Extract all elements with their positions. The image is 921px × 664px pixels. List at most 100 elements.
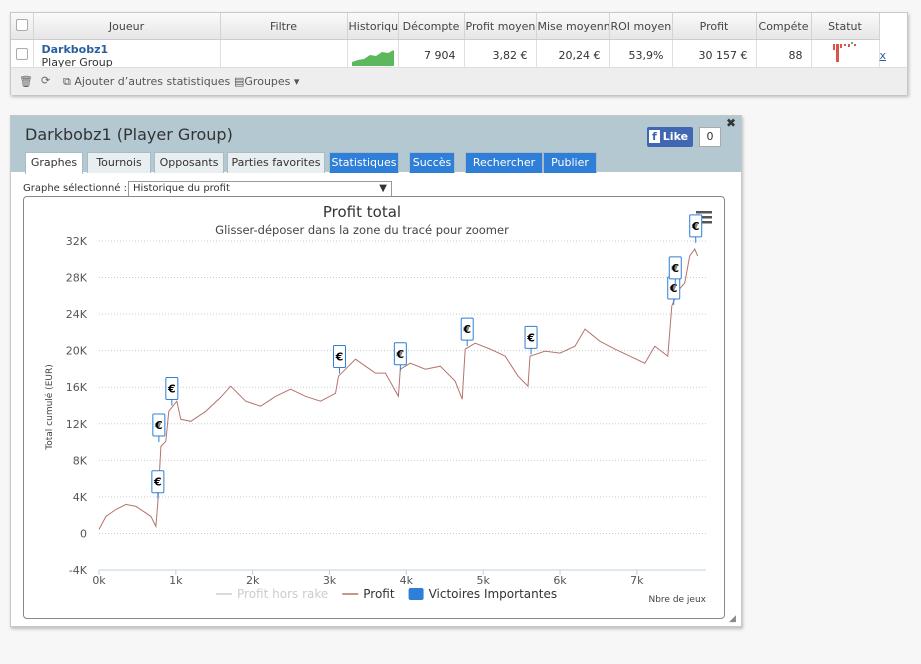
cell: 30 157 € [672,39,757,71]
close-button[interactable]: ✖ [726,116,737,130]
flag: € [151,470,165,499]
x-tick-label: 5k [476,574,490,587]
row-checkbox[interactable] [11,39,34,71]
flag-box [460,317,474,341]
x-tick-label: 1k [169,574,183,587]
status-cell [811,39,880,71]
column-header[interactable]: Décompte [398,13,465,40]
graph-label: Graphe sélectionné : [23,183,127,194]
x-tick-label: 0k [92,574,106,587]
panel-header: Darkbobz1 (Player Group) f Like 0 ✖ Graph… [11,116,741,174]
flag: € [524,325,538,355]
x-tick-label: 2k [246,574,260,587]
legend-label[interactable]: Victoires Importantes [429,587,558,601]
y-tick-label: 24K [66,308,88,321]
select-all[interactable] [11,13,34,40]
tab[interactable]: Parties favorites [227,152,325,173]
add-stats[interactable]: ⧉ Ajouter d’autres statistiques [63,75,231,88]
column-header[interactable]: Profit moyen [464,13,537,40]
player-table: Joueur Filtre Historiqu Décompte Profit … [11,13,886,71]
flag: € [332,345,346,374]
tab[interactable]: Graphes [25,152,83,174]
column-header[interactable]: Mise moyenn [536,13,610,40]
chart-title: Profit total [323,203,401,221]
player-row: Darkbobz1 Player Group 7 904 3,82 € 20,2… [11,39,886,71]
graph-select-text[interactable]: Historique du profit [133,183,230,194]
delete-icon[interactable]: 🗑 [19,75,33,88]
tab[interactable]: Publier [543,152,597,173]
y-tick-label: 20K [66,345,88,358]
status-sparkline [832,42,856,62]
flag: € [667,276,681,305]
y-tick-label: 12K [66,418,88,431]
groups-text[interactable]: Groupes [244,75,291,88]
y-tick-label: 28K [66,272,88,285]
resize-grip[interactable]: ◢ [729,614,736,624]
x-tick-label: 7k [630,574,644,587]
menu-button[interactable] [696,211,712,224]
flag-box [151,470,165,494]
flag-label: € [670,262,679,275]
flag-label: € [526,331,535,344]
column-header[interactable]: Profit [672,13,757,40]
tab-text[interactable]: Parties favorites [231,156,321,169]
cell: 7 904 [398,39,465,71]
flag: € [460,317,474,347]
flag-box [332,345,346,369]
y-tick-label: -4K [69,564,88,577]
y-tick-label: 32K [66,235,88,248]
tab[interactable]: Opposants [154,152,224,173]
player-table-box: Joueur Filtre Historiqu Décompte Profit … [10,12,908,95]
flag-box [165,377,179,400]
flag-label: € [462,323,471,336]
chart-subtitle: Glisser-déposer dans la zone du tracé po… [215,223,509,237]
flag: € [152,413,166,443]
panel-title: Darkbobz1 (Player Group) [25,125,233,144]
filter-cell [220,39,348,71]
tab[interactable]: Rechercher [465,152,543,173]
cell: 53,9% [609,39,673,71]
player-name[interactable]: Darkbobz1 [41,42,109,56]
legend-label[interactable]: Profit [363,587,395,601]
remove-text[interactable]: x [879,48,887,62]
player-panel: Darkbobz1 (Player Group) f Like 0 ✖ Graph… [10,115,742,627]
tab[interactable]: Tournois [87,152,151,173]
column-header[interactable]: Filtre [220,13,348,40]
cell: 3,82 € [464,39,537,71]
column-header[interactable]: Joueur [33,13,221,40]
flag: € [689,214,703,243]
flag-box [152,413,166,437]
tab[interactable]: Statistiques [329,152,399,173]
x-tick-label: 4k [400,574,414,587]
x-tick-label: 3k [323,574,337,587]
groups-menu[interactable]: ▤Groupes ▾ [234,75,300,88]
header-row: Joueur Filtre Historiqu Décompte Profit … [11,13,880,40]
series-line [98,247,699,530]
history-cell [347,39,399,71]
player-cell: Darkbobz1 Player Group [33,39,221,71]
y-tick-label: 0 [80,527,87,540]
graph-select[interactable]: Historique du profit ▼ [128,181,392,197]
like-text[interactable]: Like [662,130,689,143]
add-stats-text[interactable]: Ajouter d’autres statistiques [74,75,231,88]
refresh-icon[interactable]: ⟳ [41,74,51,87]
like-button[interactable]: f Like [647,127,693,147]
legend-label[interactable]: Profit hors rake [237,587,328,601]
column-header[interactable]: Historiqu [347,13,399,40]
x-tick-label: 6k [553,574,567,587]
flag-box [524,325,538,349]
column-header[interactable]: ROI moyen [609,13,673,40]
cell: 88 [756,39,812,71]
flag-label: € [669,282,678,295]
flag-label: € [153,476,162,489]
y-tick-label: 8K [73,454,88,467]
cell: 20,24 € [536,39,610,71]
flag-label: € [396,348,405,361]
player-group: Player Group [41,55,113,69]
column-header[interactable]: Compéte [756,13,812,40]
column-header[interactable]: Statut [811,13,880,40]
flag-box [393,342,407,366]
flag-label: € [154,419,163,432]
tab[interactable]: Succès [409,152,455,173]
